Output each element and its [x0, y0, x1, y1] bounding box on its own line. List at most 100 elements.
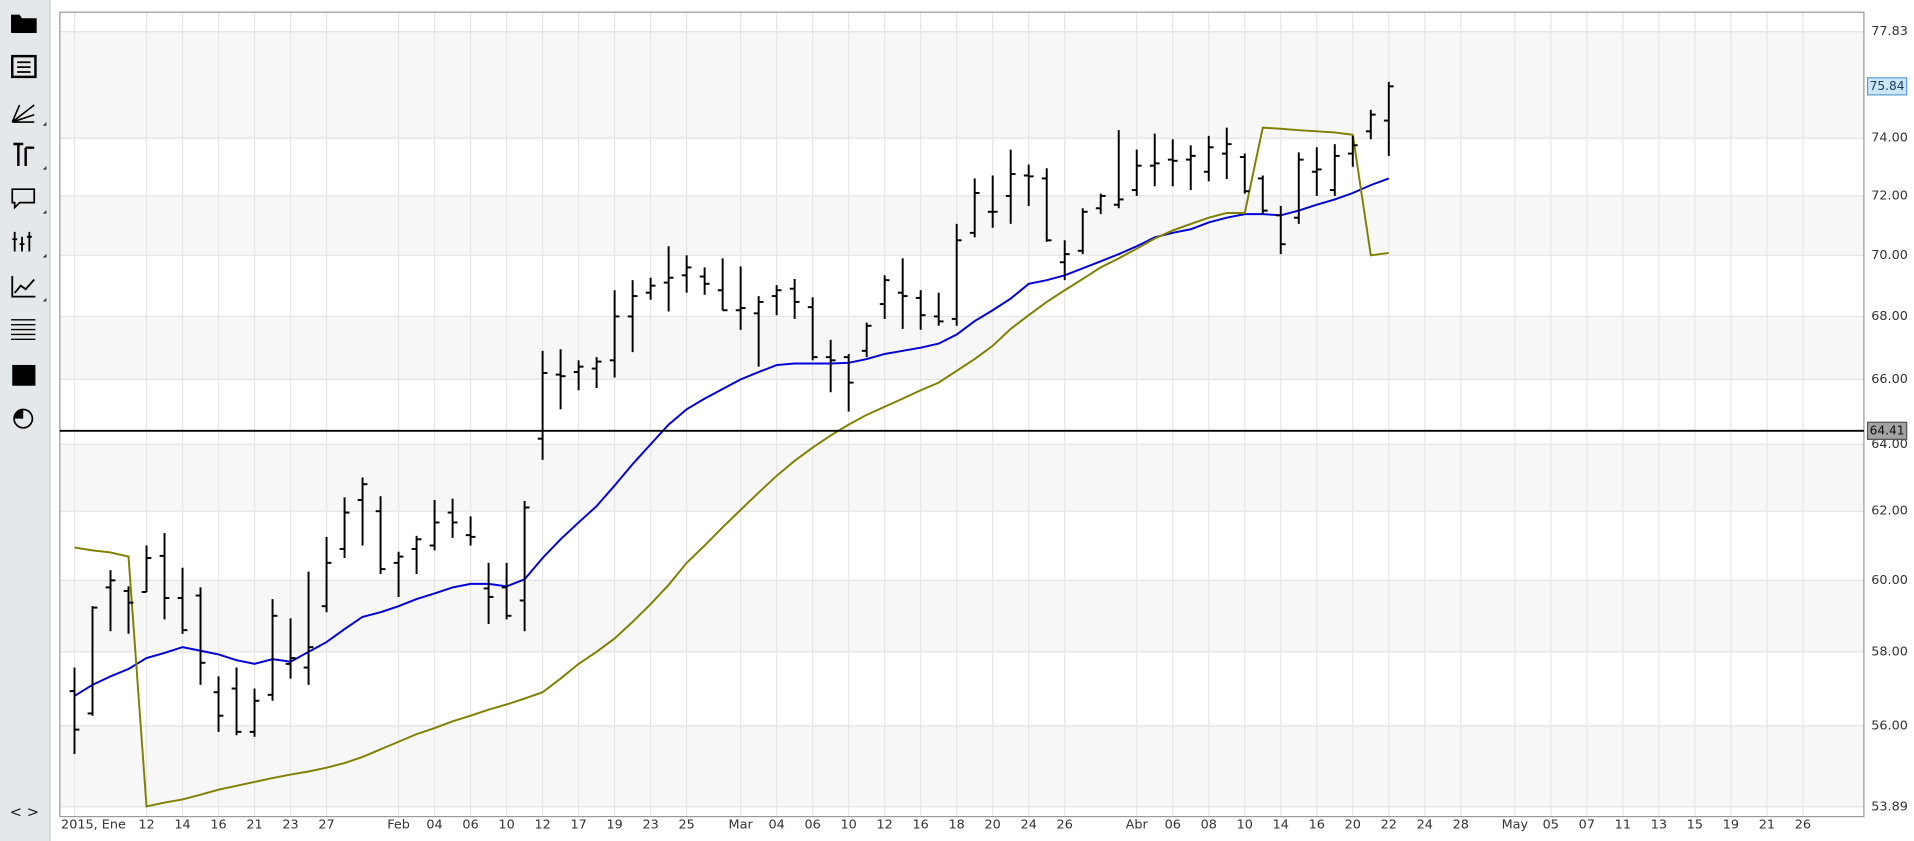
x-tick-label: 23 — [642, 818, 658, 833]
reference-label: 64.41 — [1870, 423, 1905, 437]
ohlc-bar — [87, 606, 98, 716]
ohlc-bar — [555, 349, 566, 410]
ohlc-bar — [1095, 193, 1106, 215]
bars-icon[interactable] — [12, 231, 32, 252]
x-tick-label: 12 — [138, 818, 154, 833]
plot: 53.89 56.00 58.00 60.00 62.00 64.00 66.00 68.00… — [59, 11, 1908, 833]
moving-average-line — [73, 177, 1390, 697]
x-tick-label: 06 — [462, 818, 478, 833]
ohlc-bar — [501, 562, 512, 620]
ohlc-bar — [1257, 175, 1268, 215]
x-tick-label: 19 — [1723, 818, 1739, 833]
ohlc-bar — [465, 516, 476, 546]
toolbar-icons — [11, 14, 47, 429]
ohlc-bar — [861, 322, 872, 358]
ohlc-bar — [483, 562, 494, 625]
comment-icon[interactable] — [11, 188, 36, 210]
ohlc-bar — [1077, 208, 1088, 255]
ohlc-bar — [771, 285, 782, 316]
last-price-label: 75.84 — [1870, 79, 1905, 93]
ohlc-bar — [1167, 139, 1178, 187]
y-tick-label: 56.00 — [1871, 718, 1908, 733]
ohlc-bar — [321, 536, 332, 613]
ohlc-bar — [1293, 152, 1304, 224]
x-tick-label: 12 — [534, 818, 550, 833]
lines-icon[interactable] — [11, 319, 36, 341]
ohlc-bar — [213, 676, 224, 732]
ohlc-bar — [1383, 81, 1394, 156]
draw-icon[interactable] — [11, 104, 35, 123]
ohlc-bar — [447, 498, 458, 538]
tools-icon[interactable] — [13, 142, 35, 167]
ohlc-bar — [591, 357, 602, 389]
ohlc-bar — [285, 618, 296, 679]
ohlc-bar — [1221, 127, 1232, 179]
plot-background — [59, 12, 1864, 817]
color-icon[interactable] — [12, 364, 36, 386]
y-tick-label: 58.00 — [1871, 644, 1908, 659]
x-tick-label: 04 — [426, 818, 442, 833]
ohlc-bar — [195, 587, 206, 685]
list-icon[interactable] — [11, 54, 37, 79]
ohlc-bar — [1185, 145, 1196, 191]
ohlc-bar — [951, 223, 962, 326]
x-tick-label: 05 — [1543, 818, 1559, 833]
indicator-icon[interactable] — [11, 275, 36, 298]
ohlc-bar — [411, 535, 422, 575]
x-tick-label: 14 — [1273, 818, 1289, 833]
ohlc-bar — [177, 567, 188, 634]
ohlc-bar — [843, 353, 854, 412]
x-tick-label: 28 — [1453, 818, 1469, 833]
ohlc-bar — [537, 350, 548, 460]
ohlc-bar — [249, 688, 260, 737]
ohlc-bar — [105, 570, 116, 632]
ohlc-bar — [699, 267, 710, 295]
x-tick-label: 17 — [570, 818, 586, 833]
ohlc-bar — [339, 497, 350, 558]
x-tick-label: 12 — [877, 818, 893, 833]
ohlc-bar — [1131, 149, 1142, 196]
x-tick-label: 10 — [1237, 818, 1253, 833]
x-tick-label: 15 — [1687, 818, 1703, 833]
ohlc-bar — [1149, 133, 1160, 187]
y-tick-label: 62.00 — [1871, 504, 1908, 519]
ohlc-bar — [1365, 109, 1376, 140]
ohlc-bar — [1275, 205, 1286, 255]
ohlc-bar — [1023, 164, 1034, 206]
ohlc-bar — [429, 500, 440, 551]
ohlc-bar — [969, 178, 980, 238]
ohlc-bar — [1113, 130, 1124, 209]
open-icon[interactable] — [11, 14, 37, 33]
ohlc-bar — [1059, 240, 1070, 281]
ohlc-bar — [627, 280, 638, 353]
x-tick-label: 16 — [913, 818, 929, 833]
grid-band — [59, 580, 1864, 652]
moving-average-line — [74, 126, 1389, 808]
ohlc-bar — [663, 246, 674, 312]
ohlc-bar — [1005, 149, 1016, 224]
ohlc-bar — [1203, 135, 1214, 182]
toolbar-toggle[interactable]: < > — [10, 804, 39, 821]
x-tick-label: 24 — [1417, 818, 1433, 833]
ohlc-bar — [753, 296, 764, 367]
grid-band — [59, 31, 1864, 139]
ohlc-bar — [879, 275, 890, 319]
ohlc-bar — [915, 290, 926, 330]
x-tick-label: Mar — [729, 818, 754, 833]
x-tick-label: 10 — [498, 818, 514, 833]
x-tick-label: 21 — [1759, 818, 1775, 833]
x-tick-label: 06 — [1165, 818, 1181, 833]
x-tick-label: 21 — [246, 818, 262, 833]
x-tick-label: 19 — [606, 818, 622, 833]
ohlc-bar — [807, 297, 818, 361]
x-tick-label: 20 — [985, 818, 1001, 833]
ohlc-bar — [519, 501, 530, 632]
ohlc-bar — [1041, 168, 1052, 242]
x-tick-label: 07 — [1579, 818, 1595, 833]
x-tick-label: 2015, Ene — [61, 818, 126, 833]
ohlc-bar — [393, 551, 404, 597]
last-price-box — [1866, 77, 1908, 96]
ohlc-bar — [897, 258, 908, 329]
ohlc-bar — [303, 571, 314, 685]
